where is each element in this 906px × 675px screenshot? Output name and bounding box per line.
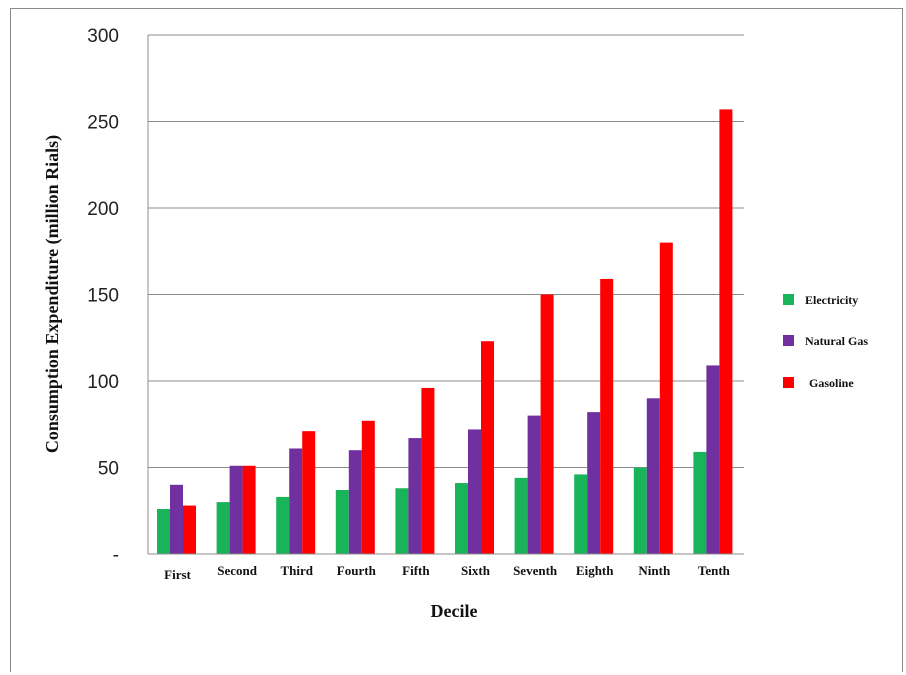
bar-gasoline [421,387,435,554]
x-tick-label: Seventh [513,563,558,578]
bar-gasoline [659,242,673,554]
x-tick-label: First [164,567,191,582]
y-tick-label: 200 [87,199,119,220]
y-tick-label: - [113,545,119,566]
chart-frame [10,8,903,672]
bar-gasoline [361,420,375,554]
y-axis-title: Consumption Expenditure (million Rials) [42,135,63,453]
bar-gasoline [600,278,614,554]
y-tick-label: 100 [87,372,119,393]
x-tick-label: Third [280,563,313,578]
x-tick-label: Fourth [337,563,377,578]
bar-gasoline [540,294,554,554]
legend-swatch [783,294,794,305]
x-tick-label: Fifth [402,563,430,578]
legend-label: Gasoline [809,376,854,390]
bar-electricity [276,496,290,554]
bar-natural-gas [229,465,243,554]
bar-electricity [514,477,528,554]
x-tick-label: Tenth [698,563,731,578]
y-tick-labels: - 50 100 150 200 250 300 [87,26,119,566]
legend-swatch [783,335,794,346]
bar-gasoline [481,341,494,554]
bar-gasoline [302,431,316,554]
legend: Electricity Natural Gas Gasoline [783,293,868,390]
bar-electricity [157,509,170,554]
bar-natural-gas [289,448,303,554]
bar-electricity [455,483,468,554]
legend-label: Electricity [805,293,858,307]
bar-natural-gas [408,438,422,554]
bar-electricity [216,502,230,554]
y-tick-label: 300 [87,26,119,47]
bar-natural-gas [527,415,541,554]
bar-electricity [335,489,349,554]
x-tick-labels: First Second Third Fourth Fifth Sixth Seventh E… [164,563,731,582]
bar-natural-gas [587,412,601,554]
x-tick-label: Second [217,563,258,578]
bar-natural-gas [348,450,362,554]
bar-gasoline [183,505,196,554]
bar-electricity [693,451,707,554]
bar-natural-gas [646,398,660,554]
x-tick-label: Ninth [638,563,671,578]
legend-swatch [783,377,794,388]
bar-electricity [395,488,409,554]
legend-label: Natural Gas [805,334,868,348]
bar-natural-gas [170,484,183,554]
bar-natural-gas [706,365,720,554]
bar-electricity [633,467,647,554]
bars [157,109,733,554]
x-tick-label: Eighth [576,563,614,578]
y-tick-label: 150 [87,286,119,307]
bar-gasoline [719,109,733,554]
y-tick-label: 250 [87,113,119,134]
x-tick-label: Sixth [461,563,491,578]
y-tick-label: 50 [98,459,119,480]
bar-gasoline [242,465,256,554]
x-axis-title: Decile [431,601,478,621]
bar-electricity [574,474,588,554]
bar-natural-gas [468,429,481,554]
